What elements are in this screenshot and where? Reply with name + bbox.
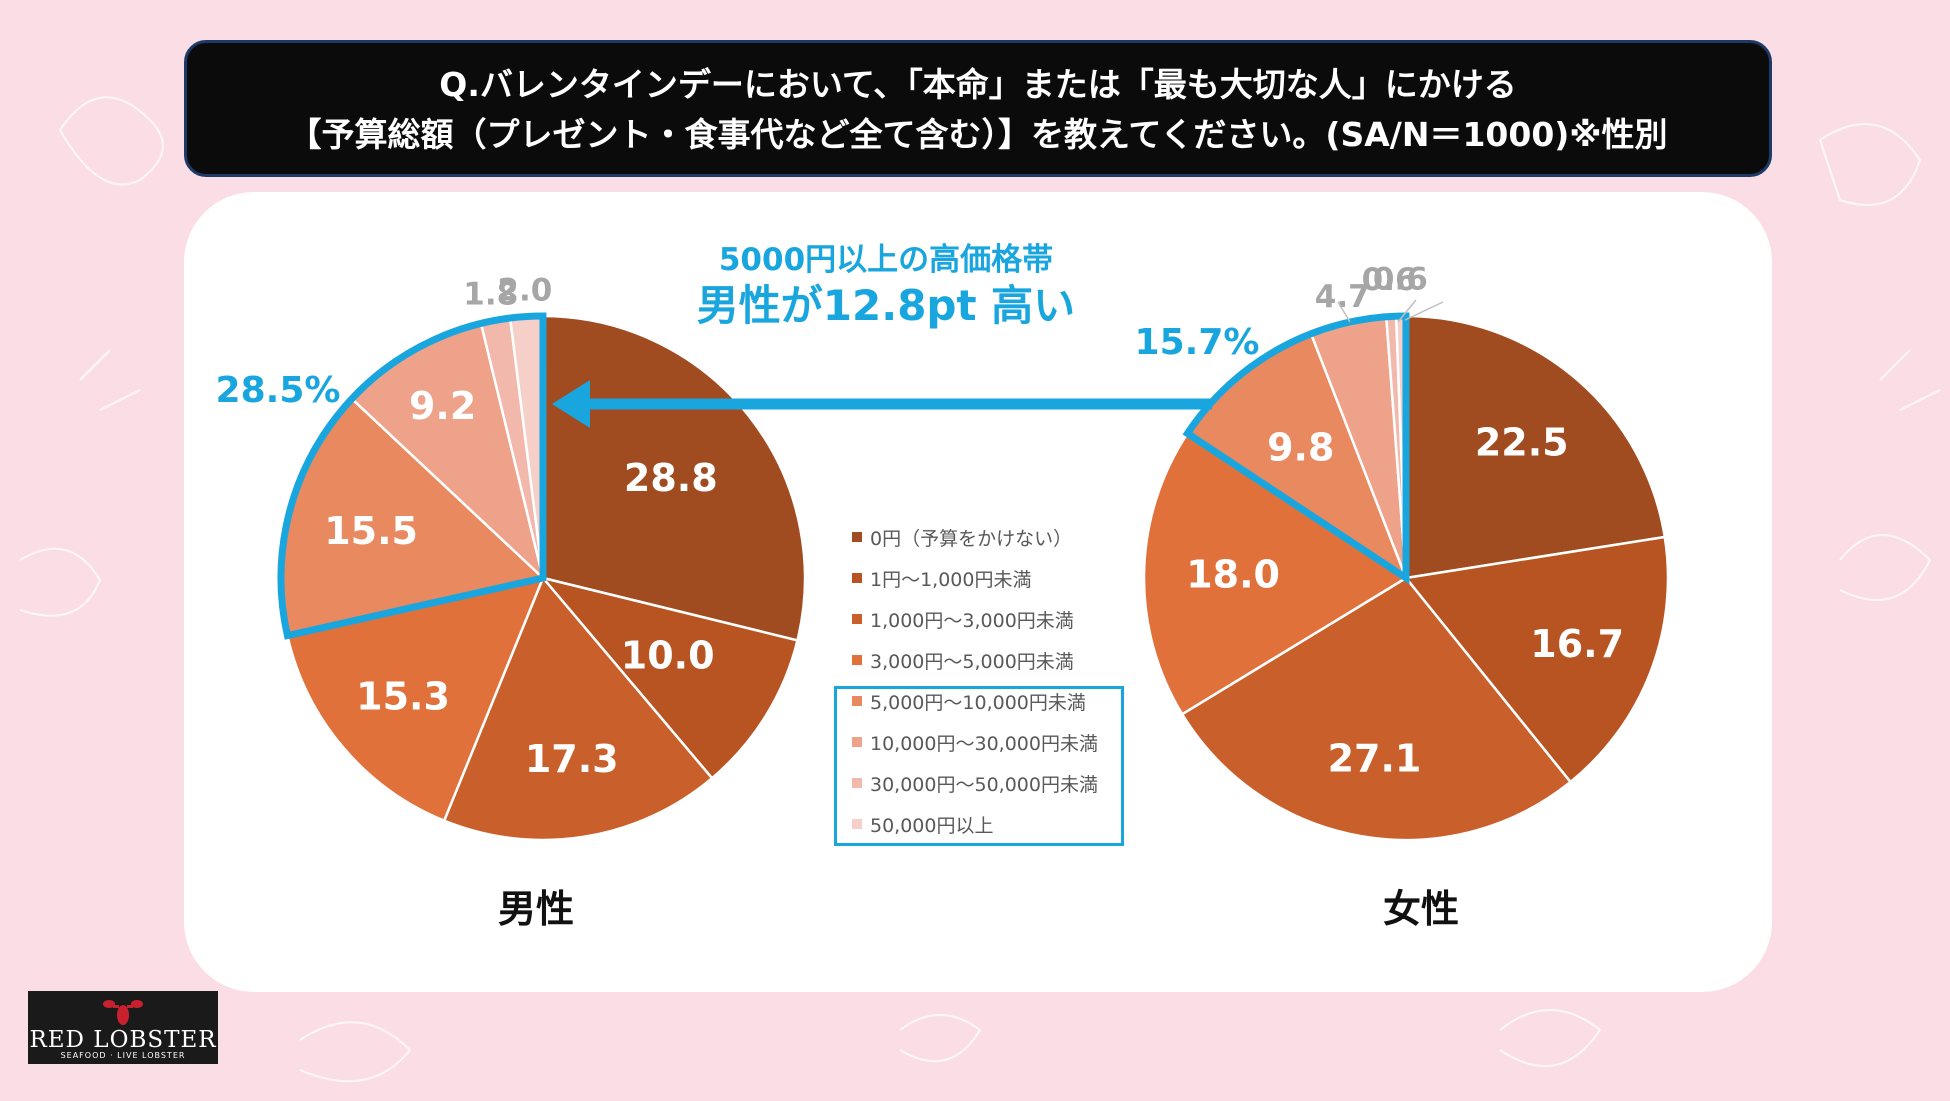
female-highlight-total: 15.7% [1135,322,1260,363]
male-slice-label: 15.5 [324,509,418,553]
legend-label: 1,000円〜3,000円未満 [870,609,1074,632]
female-slice-label: 22.5 [1475,421,1569,465]
female-highlight-outline [1182,312,1410,585]
leader-line [1397,299,1417,323]
male-slice-label: 17.3 [525,737,619,781]
male-pie-slice [541,314,807,642]
legend-label: 0円（予算をかけない） [870,527,1073,550]
legend-item: 50,000円以上 [852,809,993,839]
male-slice-label: 1.8 [463,277,518,313]
female-caption: 女性 [1382,887,1459,931]
callout-line2: 男性が12.8pt 高い [696,281,1076,330]
female-slice-label: 27.1 [1328,737,1422,781]
male-pie-slice [285,576,546,823]
legend-label: 1円〜1,000円未満 [870,568,1032,591]
female-pie-slice [1142,431,1409,716]
red-lobster-logo: RED LOBSTER SEAFOOD · LIVE LOBSTER [28,991,218,1064]
legend-label: 30,000円〜50,000円未満 [870,773,1098,796]
female-slice-label: 18.0 [1186,553,1280,597]
male-pie-slice [442,575,714,842]
male-slice-label: 28.8 [624,456,718,500]
legend-swatch [852,778,862,788]
legend-item: 30,000円〜50,000円未満 [852,768,1098,798]
female-pie-slice [1180,576,1573,842]
female-pie-slice [1403,535,1670,784]
legend-label: 50,000円以上 [870,814,994,837]
legend-item: 10,000円〜30,000円未満 [852,727,1098,757]
legend-highlight-box [834,686,1124,846]
female-pie-slice [1404,314,1667,580]
legend-swatch [852,696,862,706]
legend-swatch [852,655,862,665]
lobster-icon [103,1000,143,1025]
logo-sub: SEAFOOD · LIVE LOBSTER [60,1051,186,1060]
male-highlight-total: 28.5% [216,370,341,411]
legend-label: 3,000円〜5,000円未満 [870,650,1074,673]
legend-item: 5,000円〜10,000円未満 [852,686,1086,716]
female-slice-label: 9.8 [1267,425,1334,469]
male-slice-label: 10.0 [621,633,715,677]
question-title-box: Q.バレンタインデーにおいて、「本命」または「最も大切な人」にかける 【予算総額… [184,40,1772,177]
legend-swatch [852,614,862,624]
male-slice-label: 2.0 [497,272,552,308]
legend-label: 5,000円〜10,000円未満 [870,691,1086,714]
legend-swatch [852,573,862,583]
question-title-line1: Q.バレンタインデーにおいて、「本命」または「最も大切な人」にかける [439,65,1517,104]
male-pie-slice [539,575,799,780]
female-slice-label: 16.7 [1530,622,1624,666]
comparison-arrow-head [552,380,590,428]
leader-line [1337,301,1351,323]
female-slice-label: 0.6 [1362,262,1417,298]
legend-swatch [852,532,862,542]
legend-label: 10,000円〜30,000円未満 [870,732,1098,755]
female-slice-label: 0.6 [1373,261,1428,297]
legend-swatch [852,819,862,829]
male-highlight-outline [277,312,547,640]
question-title-line2: 【予算総額（プレゼント・食事代など全て含む）】を教えてください。(SA/N＝10… [288,115,1668,154]
callout-line1: 5000円以上の高価格帯 [718,242,1054,278]
highlight-callout: 5000円以上の高価格帯 男性が12.8pt 高い [636,240,1136,332]
male-caption: 男性 [497,887,574,931]
legend-item: 0円（予算をかけない） [852,522,1072,552]
legend-swatch [852,737,862,747]
male-slice-label: 9.2 [409,384,476,428]
male-slice-label: 15.3 [356,675,450,719]
legend-item: 1,000円〜3,000円未満 [852,604,1074,634]
logo-name: RED LOBSTER [29,1027,217,1053]
legend-item: 3,000円〜5,000円未満 [852,645,1074,675]
legend-item: 1円〜1,000円未満 [852,563,1031,593]
leader-line [1404,301,1444,321]
